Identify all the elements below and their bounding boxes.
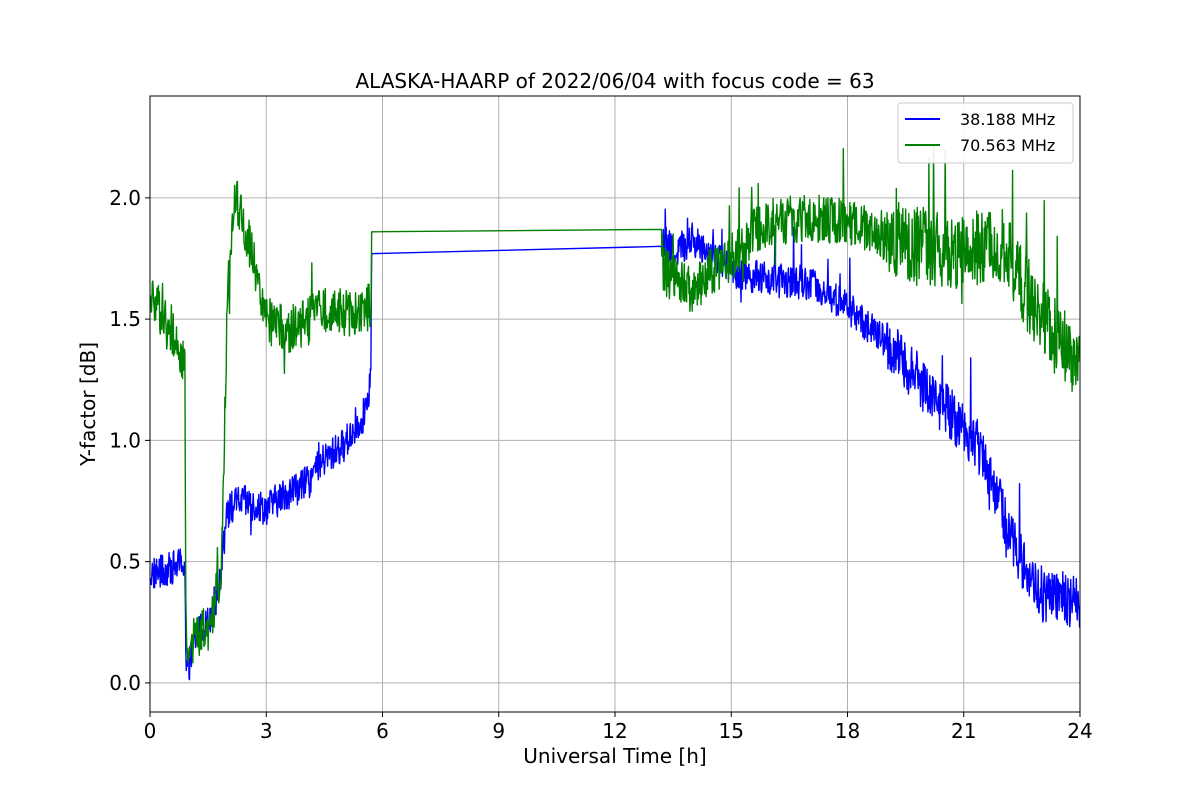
y-tick-label: 1.0 [109, 428, 141, 452]
legend-label-38-188: 38.188 MHz [960, 110, 1055, 129]
series-line-70-563-mhz [150, 144, 1080, 664]
y-tick-label: 0.5 [109, 550, 141, 574]
series-layer [150, 144, 1080, 681]
x-tick-label: 21 [951, 719, 976, 743]
x-tick-label: 15 [719, 719, 744, 743]
x-tick-label: 3 [260, 719, 273, 743]
x-tick-label: 24 [1067, 719, 1092, 743]
x-tick-label: 6 [376, 719, 389, 743]
ticks: 0 3 6 9 12 15 18 21 24 0.0 0.5 1.0 1.5 2.0 [109, 186, 1093, 743]
x-tick-label: 18 [835, 719, 860, 743]
x-axis-label: Universal Time [h] [523, 744, 706, 768]
series-line-38-188-mhz [150, 208, 1080, 681]
legend-frame [897, 102, 1074, 164]
y-axis-label: Y-factor [dB] [76, 342, 100, 467]
y-tick-label: 0.0 [109, 671, 141, 695]
y-tick-label: 1.5 [109, 307, 141, 331]
legend-label-70-563: 70.563 MHz [960, 136, 1055, 155]
y-tick-label: 2.0 [109, 186, 141, 210]
chart-title: ALASKA-HAARP of 2022/06/04 with focus co… [355, 69, 874, 93]
x-tick-label: 0 [144, 719, 157, 743]
legend: 38.188 MHz 70.563 MHz [897, 102, 1074, 164]
x-tick-label: 9 [492, 719, 505, 743]
x-tick-label: 12 [602, 719, 627, 743]
